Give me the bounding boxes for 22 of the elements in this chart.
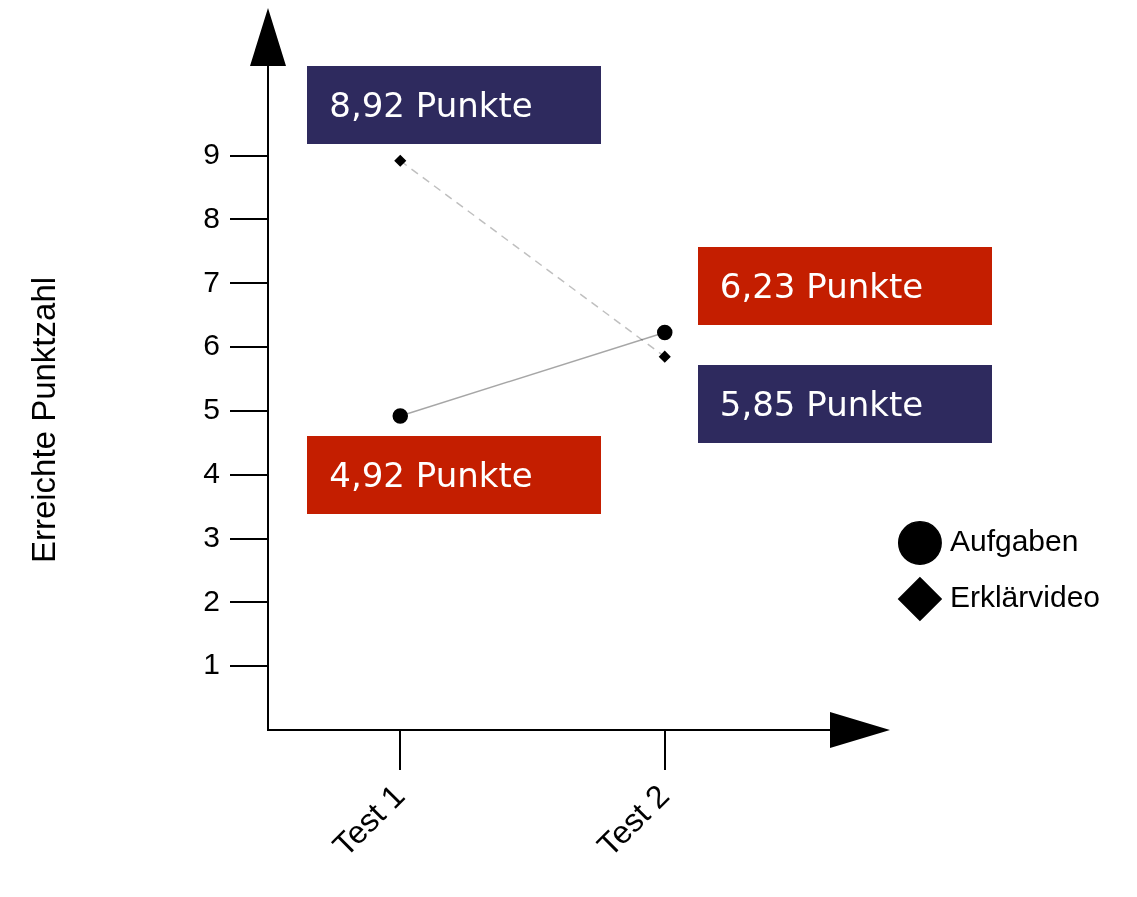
y-tick-label: 3 <box>203 519 220 553</box>
data-label: 4,92 Punkte <box>307 436 602 514</box>
point <box>394 154 406 167</box>
y-tick-label: 9 <box>203 136 220 170</box>
data-label: 6,23 Punkte <box>697 247 992 326</box>
legend-label: Aufgaben <box>949 524 1079 558</box>
point <box>392 408 408 424</box>
x-tick-label: Test 2 <box>590 777 676 864</box>
y-axis-title: Erreichte Punktzahl <box>25 276 63 564</box>
y-tick-label: 1 <box>203 647 220 681</box>
y-tick-label: 6 <box>203 328 220 362</box>
point <box>657 324 673 341</box>
y-tick-label: 5 <box>203 392 220 426</box>
legend-label: Erklärvideo <box>949 580 1100 614</box>
point <box>659 350 671 363</box>
data-label: 8,92 Punkte <box>307 65 602 144</box>
data-label: 5,85 Punkte <box>697 364 992 443</box>
y-tick-label: 8 <box>203 200 220 234</box>
y-tick-label: 4 <box>203 455 220 489</box>
y-tick-label: 2 <box>203 583 220 617</box>
y-tick-label: 7 <box>203 264 220 298</box>
x-tick-label: Test 1 <box>325 777 412 864</box>
